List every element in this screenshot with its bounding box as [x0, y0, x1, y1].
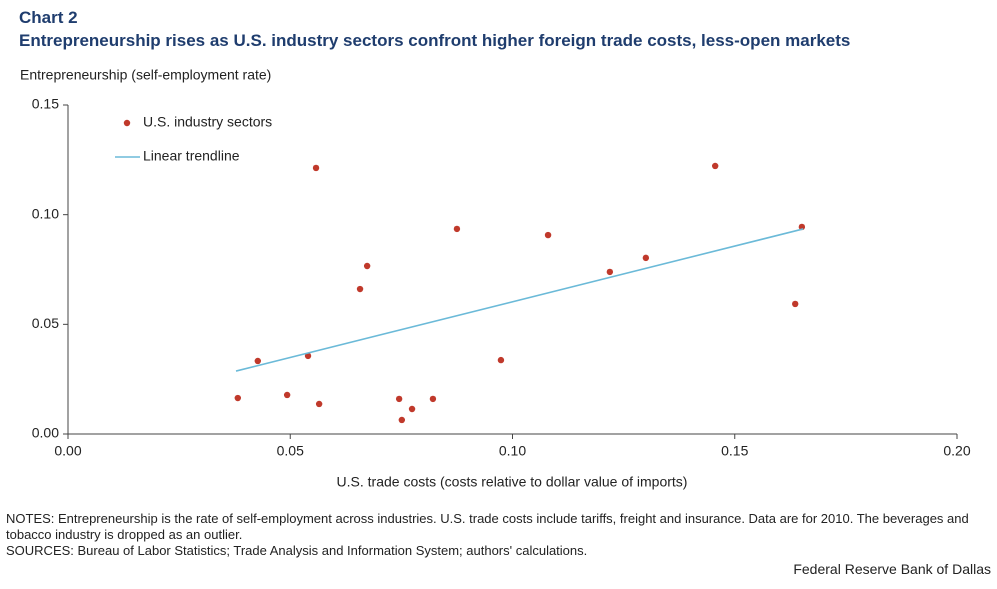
- legend-label: U.S. industry sectors: [143, 114, 272, 130]
- legend-swatch: [123, 119, 131, 127]
- y-tick-label: 0.15: [32, 96, 59, 112]
- scatter-point: [315, 400, 323, 408]
- scatter-point: [254, 357, 262, 365]
- scatter-point: [606, 268, 614, 276]
- x-tick-label: 0.20: [943, 443, 970, 459]
- footer: Federal Reserve Bank of Dallas: [793, 561, 991, 577]
- x-tick-label: 0.00: [54, 443, 81, 459]
- x-axis-title: U.S. trade costs (costs relative to doll…: [337, 474, 688, 490]
- scatter-point: [792, 300, 799, 308]
- scatter-point: [356, 285, 364, 293]
- scatter-point: [798, 223, 806, 231]
- scatter-point: [304, 352, 312, 360]
- scatter-point: [453, 225, 461, 233]
- scatter-point: [312, 164, 320, 172]
- scatter-point: [398, 416, 406, 424]
- y-tick-label: 0.00: [32, 425, 59, 441]
- chart-subtitle: Entrepreneurship rises as U.S. industry …: [19, 31, 851, 50]
- x-tick-label: 0.05: [277, 443, 304, 459]
- chart-title: Chart 2: [19, 8, 78, 27]
- scatter-point: [642, 254, 650, 262]
- y-axis-title: Entrepreneurship (self-employment rate): [20, 67, 271, 83]
- scatter-point: [711, 162, 719, 170]
- scatter-point: [497, 356, 505, 364]
- scatter-point: [395, 395, 403, 403]
- scatter-point: [429, 395, 437, 403]
- y-tick-label: 0.05: [32, 315, 59, 331]
- legend-label: Linear trendline: [143, 148, 240, 164]
- x-tick-label: 0.15: [721, 443, 748, 459]
- y-tick-label: 0.10: [32, 205, 59, 221]
- scatter-point: [408, 405, 416, 413]
- scatter-point: [283, 391, 291, 399]
- notes-text: NOTES: Entrepreneurship is the rate of s…: [6, 511, 969, 542]
- trendline: [235, 228, 804, 372]
- scatter-point: [544, 231, 552, 239]
- sources-text: SOURCES: Bureau of Labor Statistics; Tra…: [6, 543, 588, 558]
- notes: NOTES: Entrepreneurship is the rate of s…: [6, 511, 996, 559]
- chart: Entrepreneurship (self-employment rate) …: [20, 67, 971, 490]
- scatter-point: [363, 262, 371, 270]
- x-tick-label: 0.10: [499, 443, 526, 459]
- scatter-point: [234, 394, 241, 402]
